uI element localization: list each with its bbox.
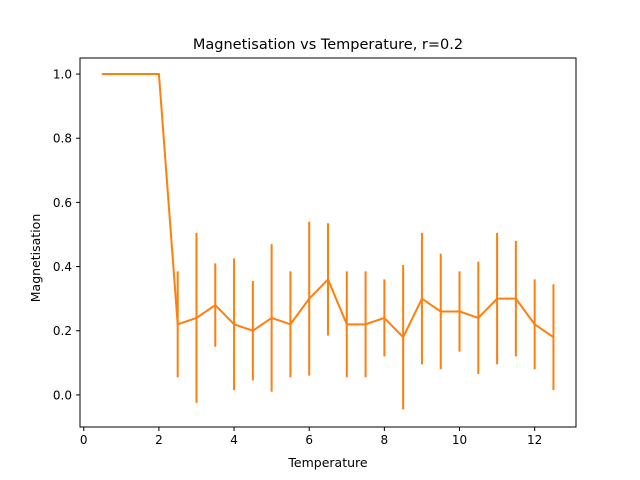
x-tick-label: 2: [155, 433, 163, 447]
y-tick-label: 0.0: [53, 388, 72, 402]
plot-area: [101, 73, 555, 410]
data-point: [514, 297, 517, 300]
x-tick-label: 0: [80, 433, 88, 447]
y-tick-label: 0.8: [53, 132, 72, 146]
data-point: [101, 73, 104, 76]
y-tick-label: 1.0: [53, 68, 72, 82]
axes: 0 2 4 6 8 10 12 0.0 0.2 0.4 0.6 0.8 1.0: [53, 57, 577, 447]
data-point: [289, 323, 292, 326]
data-point: [345, 323, 348, 326]
y-tick-label: 0.4: [53, 260, 72, 274]
data-point: [120, 73, 123, 76]
data-point: [383, 316, 386, 319]
x-axis-label: Temperature: [287, 455, 367, 470]
y-tick-label: 0.6: [53, 196, 72, 210]
x-tick-label: 12: [527, 433, 542, 447]
data-point: [477, 316, 480, 319]
data-point: [251, 329, 254, 332]
data-point: [233, 323, 236, 326]
data-point: [327, 278, 329, 281]
data-point: [176, 323, 179, 326]
data-point: [195, 316, 198, 319]
data-point: [458, 310, 461, 313]
data-point: [157, 73, 160, 76]
plot-frame: [79, 57, 577, 428]
data-point: [533, 323, 536, 326]
data-point: [270, 316, 273, 319]
x-tick-label: 6: [305, 433, 313, 447]
data-point: [364, 323, 367, 326]
data-point: [439, 310, 442, 313]
data-point: [214, 304, 217, 307]
y-axis-label: Magnetisation: [28, 214, 43, 302]
y-tick-label: 0.2: [53, 324, 72, 338]
data-point: [308, 297, 311, 300]
data-point: [139, 73, 142, 76]
data-point: [496, 297, 499, 300]
data-point: [402, 336, 405, 339]
x-tick-label: 10: [452, 433, 467, 447]
x-tick-label: 4: [230, 433, 238, 447]
x-tick-label: 8: [381, 433, 389, 447]
data-point: [420, 297, 423, 300]
chart-title: Magnetisation vs Temperature, r=0.2: [193, 37, 463, 53]
data-point: [552, 336, 555, 339]
